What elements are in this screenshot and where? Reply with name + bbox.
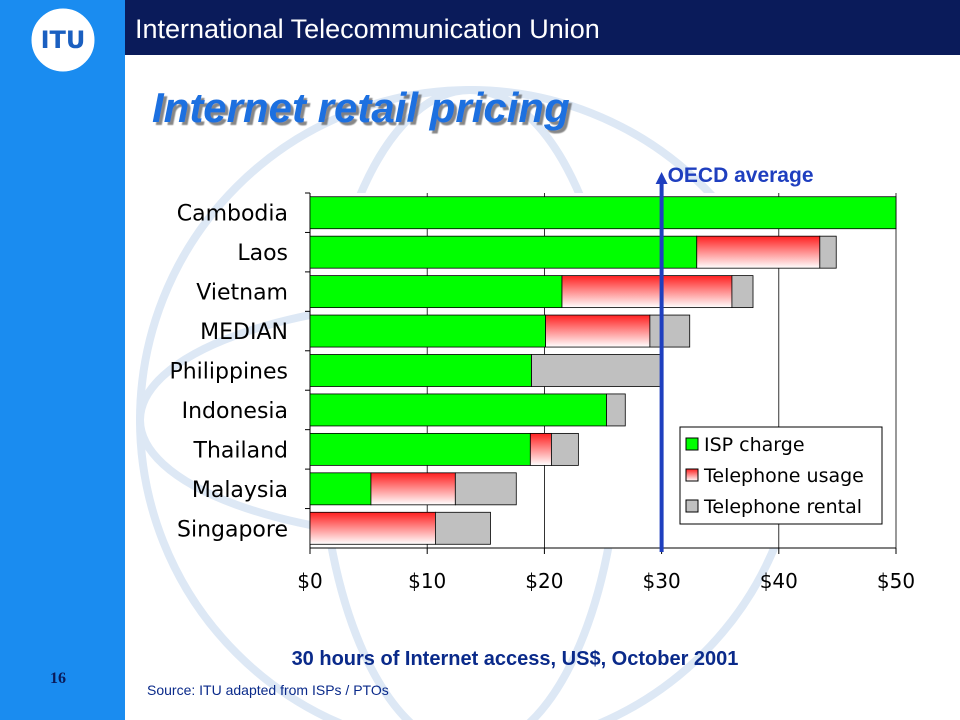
legend-swatch	[685, 468, 699, 482]
legend-label: Telephone rental	[703, 496, 862, 518]
bar-segment	[435, 511, 491, 545]
header-bar	[0, 0, 960, 55]
bar-segment	[309, 432, 531, 466]
source: Source: ITU adapted from ISPs / PTOs	[147, 682, 389, 698]
x-tick-label: $30	[643, 569, 681, 593]
bar-segment	[309, 511, 436, 545]
y-tick-label: Singapore	[177, 517, 288, 542]
y-tick-label: Cambodia	[177, 202, 288, 227]
bar-segment	[370, 472, 456, 506]
organization: International Telecommunication Union	[135, 14, 600, 44]
reference-label: OECD average	[668, 164, 814, 187]
logo-text: ITU	[41, 26, 86, 54]
x-tick-label: $0	[297, 569, 322, 593]
bar-segment	[309, 275, 563, 309]
reference-arrow	[655, 172, 668, 184]
y-tick-label: Indonesia	[182, 399, 288, 424]
bar-segment	[309, 235, 698, 269]
y-tick-label: Thailand	[193, 438, 288, 463]
x-tick-label: $50	[877, 569, 915, 593]
y-tick-label: Philippines	[169, 360, 288, 385]
bar-segment	[309, 472, 372, 506]
bar-segment	[309, 393, 607, 427]
bar-segment	[309, 354, 532, 387]
slide-number: 16	[50, 670, 66, 687]
y-tick-label: MEDIAN	[200, 320, 288, 345]
x-tick-label: $40	[760, 569, 798, 593]
bar-segment	[531, 354, 662, 387]
y-tick-label: Laos	[237, 241, 288, 266]
legend-swatch	[685, 437, 699, 451]
logo	[28, 5, 98, 75]
x-tick-label: $20	[525, 569, 563, 593]
bar-segment	[606, 393, 626, 427]
legend-swatch	[685, 499, 699, 513]
legend-label: Telephone usage	[703, 465, 864, 487]
legend-label: ISP charge	[704, 434, 805, 456]
bar-segment	[649, 314, 691, 348]
bar-segment	[731, 275, 754, 309]
x-tick-label: $10	[408, 569, 446, 593]
side-bar	[0, 0, 125, 720]
bar-segment	[529, 432, 552, 466]
x-axis-label: 30 hours of Internet access, US$, Octobe…	[292, 648, 739, 670]
bar-segment	[309, 196, 897, 230]
bar-segment	[545, 314, 651, 348]
y-tick-label: Vietnam	[196, 281, 288, 306]
slide-title: Internet retail pricing	[152, 84, 570, 131]
bar-segment	[551, 432, 579, 466]
bar-segment	[819, 235, 837, 269]
bar-segment	[309, 314, 546, 348]
bar-segment	[561, 275, 733, 309]
bar-segment	[454, 472, 517, 506]
bar-segment	[696, 235, 821, 269]
y-tick-label: Malaysia	[192, 478, 288, 503]
legend-box	[679, 426, 883, 525]
